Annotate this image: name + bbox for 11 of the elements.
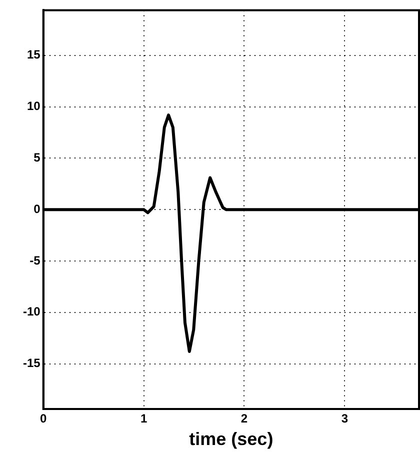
x-tick-label: 2 — [240, 412, 248, 426]
x-tick-label: 1 — [140, 412, 148, 426]
x-tick-label: 3 — [341, 412, 348, 426]
y-tick-label: -10 — [23, 304, 41, 319]
y-tick-label: 15 — [26, 48, 41, 62]
y-tick-label: 10 — [26, 99, 41, 114]
y-tick-label: 5 — [34, 150, 41, 165]
x-axis-title: time (sec) — [189, 429, 274, 450]
y-tick-label: -5 — [30, 253, 41, 268]
y-tick-label: -15 — [23, 356, 41, 370]
y-tick-label: 0 — [34, 202, 41, 216]
